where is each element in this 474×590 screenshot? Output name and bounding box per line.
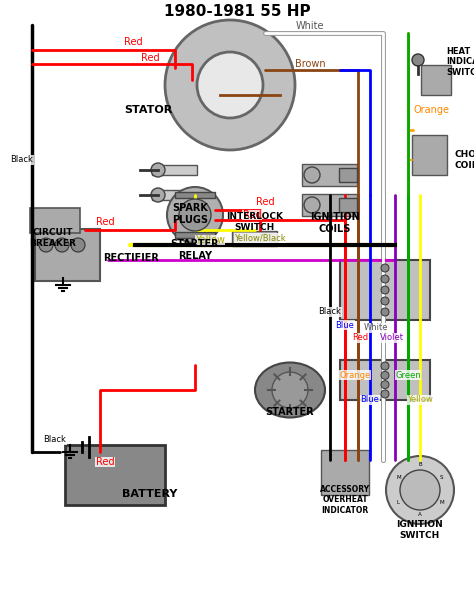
Circle shape	[197, 52, 263, 118]
Circle shape	[151, 188, 165, 202]
Text: IGNITION
COILS: IGNITION COILS	[310, 212, 360, 234]
Circle shape	[272, 372, 308, 408]
Text: SPARK
PLUGS: SPARK PLUGS	[172, 203, 208, 225]
Text: CHOKE
COIL: CHOKE COIL	[455, 150, 474, 170]
Text: Red: Red	[352, 333, 368, 343]
FancyBboxPatch shape	[36, 229, 100, 281]
Text: IGNITION
SWITCH: IGNITION SWITCH	[397, 520, 443, 540]
Circle shape	[39, 238, 53, 252]
Text: L: L	[397, 500, 400, 505]
Text: M: M	[439, 500, 444, 505]
Text: INTERLOCK
SWITCH: INTERLOCK SWITCH	[227, 212, 283, 232]
Text: White: White	[364, 323, 388, 333]
Text: HEAT
INDICATOR
SWITCH: HEAT INDICATOR SWITCH	[446, 47, 474, 77]
Text: Red: Red	[243, 210, 261, 220]
FancyBboxPatch shape	[175, 192, 215, 198]
FancyBboxPatch shape	[302, 164, 357, 186]
Circle shape	[304, 167, 320, 183]
Circle shape	[167, 187, 223, 243]
Text: B: B	[418, 463, 422, 467]
Circle shape	[381, 381, 389, 389]
FancyBboxPatch shape	[339, 168, 357, 182]
Text: Yellow: Yellow	[195, 235, 225, 245]
Circle shape	[381, 275, 389, 283]
Circle shape	[381, 390, 389, 398]
FancyBboxPatch shape	[153, 190, 198, 200]
Text: Brown: Brown	[295, 59, 325, 69]
Text: Red: Red	[96, 217, 114, 227]
Text: A: A	[418, 513, 422, 517]
Text: BATTERY: BATTERY	[122, 489, 178, 499]
Circle shape	[386, 456, 454, 524]
FancyBboxPatch shape	[340, 360, 430, 400]
Circle shape	[381, 286, 389, 294]
Text: Blue: Blue	[361, 395, 380, 405]
Circle shape	[179, 199, 211, 231]
Circle shape	[381, 308, 389, 316]
Text: Yellow: Yellow	[407, 395, 433, 405]
Text: ACCESSORY
OVERHEAT
INDICATOR: ACCESSORY OVERHEAT INDICATOR	[320, 485, 370, 515]
FancyBboxPatch shape	[412, 135, 447, 175]
Text: Blue: Blue	[336, 320, 355, 329]
FancyBboxPatch shape	[175, 232, 215, 238]
Text: Orange: Orange	[339, 371, 371, 379]
Text: Black: Black	[319, 307, 341, 316]
Circle shape	[400, 470, 440, 510]
Text: Violet: Violet	[380, 333, 404, 343]
Circle shape	[304, 197, 320, 213]
Text: Red: Red	[96, 457, 114, 467]
Text: Red: Red	[124, 37, 142, 47]
Text: CIRCUIT
BREAKER: CIRCUIT BREAKER	[29, 228, 76, 248]
Text: M: M	[396, 475, 401, 480]
Circle shape	[165, 20, 295, 150]
Circle shape	[55, 238, 69, 252]
Text: Red: Red	[141, 53, 159, 63]
Text: STATOR: STATOR	[124, 105, 172, 115]
Text: S: S	[440, 475, 443, 480]
Text: Green: Green	[395, 371, 421, 379]
Circle shape	[381, 297, 389, 305]
Text: Black: Black	[10, 156, 34, 165]
Text: STARTER
RELAY: STARTER RELAY	[171, 239, 219, 261]
Text: Yellow/Black: Yellow/Black	[234, 234, 286, 242]
FancyBboxPatch shape	[153, 165, 198, 175]
Text: 1980-1981 55 HP: 1980-1981 55 HP	[164, 5, 310, 19]
FancyBboxPatch shape	[321, 450, 369, 494]
FancyBboxPatch shape	[421, 65, 451, 95]
Text: RECTIFIER: RECTIFIER	[103, 253, 159, 263]
Text: STARTER: STARTER	[266, 407, 314, 417]
Circle shape	[71, 238, 85, 252]
Circle shape	[381, 362, 389, 370]
FancyBboxPatch shape	[65, 445, 165, 505]
Circle shape	[151, 163, 165, 177]
Circle shape	[381, 371, 389, 379]
Text: Red: Red	[255, 197, 274, 207]
Circle shape	[412, 54, 424, 66]
FancyBboxPatch shape	[30, 208, 80, 232]
Text: Black: Black	[44, 435, 66, 444]
Text: White: White	[296, 21, 324, 31]
FancyBboxPatch shape	[302, 194, 357, 216]
Ellipse shape	[255, 362, 325, 418]
FancyBboxPatch shape	[340, 260, 430, 320]
Circle shape	[381, 264, 389, 272]
FancyBboxPatch shape	[233, 231, 277, 245]
Text: Orange: Orange	[414, 105, 450, 115]
FancyBboxPatch shape	[339, 198, 357, 212]
